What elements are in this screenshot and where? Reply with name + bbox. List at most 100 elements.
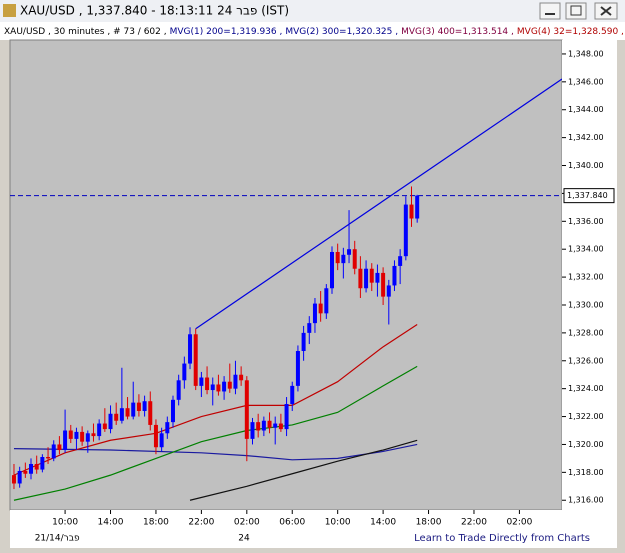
y-tick-label: 1,326.00 xyxy=(568,356,604,365)
candle-body xyxy=(23,470,28,474)
line-series xyxy=(13,365,418,501)
candle-body xyxy=(97,423,102,437)
minimize-button[interactable] xyxy=(539,2,561,20)
candle-body xyxy=(142,401,147,411)
candle-body xyxy=(11,475,16,484)
x-tick-label: 06:00 xyxy=(279,518,305,528)
candle-body xyxy=(398,256,403,266)
candle-body xyxy=(330,251,334,289)
candle-body xyxy=(301,332,306,352)
time-axis xyxy=(10,510,617,548)
x-tick-label: 18:00 xyxy=(416,518,442,528)
y-tick-label: 1,320.00 xyxy=(568,440,604,449)
candle-body xyxy=(261,420,266,431)
candle-body xyxy=(57,444,62,451)
candle-body xyxy=(392,265,397,286)
candle-body xyxy=(125,408,130,417)
y-tick-label: 1,322.00 xyxy=(568,412,604,421)
candle-body xyxy=(295,351,300,386)
maximize-button[interactable] xyxy=(565,2,587,20)
candle-body xyxy=(46,457,51,459)
price-axis xyxy=(562,40,617,510)
info-segment: MVG(2) 300=1,320.325 , xyxy=(285,27,398,37)
candle-body xyxy=(131,402,136,417)
candle-body xyxy=(148,401,153,425)
candle-body xyxy=(222,381,227,392)
candle-body xyxy=(227,381,232,389)
app-icon xyxy=(3,4,16,17)
candle-body xyxy=(415,195,420,219)
candle-body xyxy=(74,431,79,439)
candle-body xyxy=(165,422,170,434)
y-tick-label: 1,332.00 xyxy=(568,273,604,282)
candle-body xyxy=(85,433,90,442)
y-tick-label: 1,330.00 xyxy=(568,300,604,309)
info-segment: MVG(4) 32=1,328.590 , xyxy=(517,27,624,37)
candle-body xyxy=(199,377,204,386)
candle-body xyxy=(210,384,215,391)
candle-body xyxy=(102,423,107,430)
candle-body xyxy=(352,249,357,269)
price-tag: 1,337.840 xyxy=(567,191,608,200)
y-tick-label: 1,342.00 xyxy=(568,133,604,142)
price-tag-box xyxy=(563,188,615,204)
info-segment: XAU/USD , 30 minutes , # 73 / 602 , xyxy=(4,27,167,37)
candle-body xyxy=(40,457,45,470)
candle-body xyxy=(284,404,289,430)
candle-body xyxy=(193,334,198,386)
candle-body xyxy=(318,303,323,314)
candle-body xyxy=(170,399,175,423)
candle-body xyxy=(375,272,380,283)
candle-body xyxy=(91,433,96,437)
candle-body xyxy=(216,384,221,392)
candle-body xyxy=(364,268,369,289)
candle-body xyxy=(267,420,272,428)
info-segment: MVG(1) 200=1,319.936 , xyxy=(170,27,283,37)
candle-body xyxy=(341,254,346,264)
plot-layer xyxy=(10,78,562,501)
info-line: XAU/USD , 30 minutes , # 73 / 602 , MVG(1… xyxy=(4,27,625,37)
footer-link[interactable]: Learn to Trade Directly from Charts xyxy=(414,533,590,544)
y-tick-label: 1,344.00 xyxy=(568,105,604,114)
y-tick-label: 1,328.00 xyxy=(568,328,604,337)
candle-body xyxy=(403,204,408,257)
x-tick-label: 14:00 xyxy=(370,518,396,528)
candle-body xyxy=(290,385,295,405)
x-tick-label: 18:00 xyxy=(143,518,169,528)
x-tick-label: 22:00 xyxy=(188,518,214,528)
y-tick-label: 1,334.00 xyxy=(568,245,604,254)
x-tick-label: 02:00 xyxy=(506,518,532,528)
y-tick-label: 1,340.00 xyxy=(568,161,604,170)
candle-body xyxy=(369,268,374,283)
candle-body xyxy=(324,288,329,314)
candle-body xyxy=(347,249,352,255)
info-bar xyxy=(0,22,625,40)
candle-body xyxy=(63,430,68,451)
candle-body xyxy=(233,374,238,389)
line-series xyxy=(195,78,562,330)
candle-body xyxy=(256,422,261,431)
candle-body xyxy=(51,444,56,459)
candle-body xyxy=(182,363,187,381)
candle-body xyxy=(17,470,22,484)
candle-body xyxy=(108,413,113,430)
candle-body xyxy=(114,413,119,421)
candle-body xyxy=(205,377,210,391)
x-tick-label: 22:00 xyxy=(461,518,487,528)
x-tick-label: 14:00 xyxy=(98,518,124,528)
x-date-label: 21/14/פבר xyxy=(35,534,80,544)
candle-body xyxy=(176,380,181,400)
title-bar xyxy=(0,0,625,22)
candle-body xyxy=(335,251,340,264)
candle-body xyxy=(250,422,255,439)
candle-body xyxy=(29,463,34,474)
candle-body xyxy=(136,402,141,411)
line-series xyxy=(189,439,418,501)
candle-body xyxy=(409,204,414,219)
maximize-icon xyxy=(570,5,582,16)
candle-body xyxy=(278,423,283,430)
window-buttons[interactable] xyxy=(539,2,618,20)
info-segment: MVG(3) 400=1,313.514 , xyxy=(401,27,514,37)
y-tick-label: 1,346.00 xyxy=(568,77,604,86)
